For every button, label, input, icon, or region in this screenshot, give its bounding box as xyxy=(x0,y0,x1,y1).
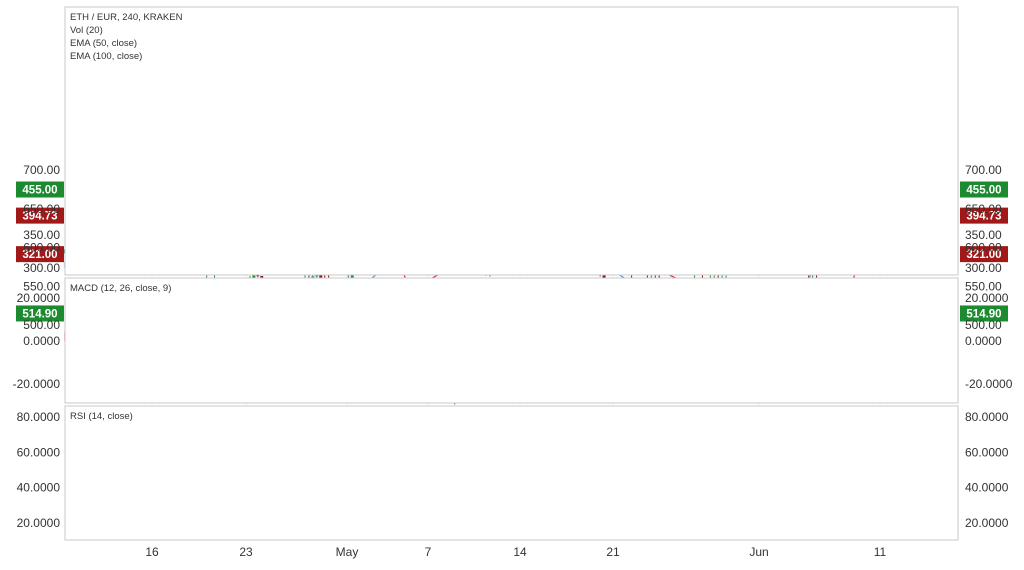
price-tick-right: 350.00 xyxy=(965,228,1002,242)
price-tick-right: 600.00 xyxy=(965,241,1002,255)
candle-body xyxy=(602,273,606,282)
pane-frame-2 xyxy=(64,277,959,404)
level-tag-right-text: 394.73 xyxy=(966,211,1001,223)
level-tag-right-text: 321.00 xyxy=(966,249,1001,261)
legend-layer: ETH / EUR, 240, KRAKEN Vol (20) EMA (50, c… xyxy=(70,12,183,422)
level-tag-right-text: 514.90 xyxy=(966,308,1001,320)
x-tick-label: 14 xyxy=(513,545,527,559)
level-tag-right-text: 455.00 xyxy=(966,185,1001,197)
price-tick-right: 300.00 xyxy=(965,261,1002,275)
macd-title: MACD (12, 26, close, 9) xyxy=(70,283,171,294)
pane-frame-3 xyxy=(64,405,959,541)
macd-tick-left: 20.0000 xyxy=(17,291,61,305)
level-tag-left-text: 321.00 xyxy=(22,249,57,261)
level-tag-right xyxy=(960,305,1008,322)
level-tag-left xyxy=(16,305,64,322)
legend-item: Vol (20) xyxy=(70,25,103,36)
x-tick-label: May xyxy=(336,545,359,559)
rsi-tick-right: 40.0000 xyxy=(965,481,1009,495)
pane-frame-1 xyxy=(64,6,959,276)
price-tick-left: 650.00 xyxy=(23,202,60,216)
level-tag-left xyxy=(16,207,64,224)
level-tag-left-text: 394.73 xyxy=(22,211,57,223)
candle-body xyxy=(315,275,319,277)
price-tick-right: 650.00 xyxy=(965,202,1002,216)
macd-tick-right: 20.0000 xyxy=(965,291,1009,305)
chart-title: ETH / EUR, 240, KRAKEN xyxy=(70,12,183,23)
price-tick-left: 500.00 xyxy=(23,318,60,332)
rsi-tick-left: 20.0000 xyxy=(17,516,61,530)
rsi-tick-right: 80.0000 xyxy=(965,410,1009,424)
level-tag-right xyxy=(960,246,1008,263)
x-tick-label: 21 xyxy=(606,545,620,559)
level-tag-left-text: 514.90 xyxy=(22,308,57,320)
x-tick-label: Jun xyxy=(749,545,768,559)
level-tag-left xyxy=(16,181,64,198)
macd-tick-left: -20.0000 xyxy=(13,377,61,391)
level-tag-right xyxy=(960,207,1008,224)
axes-layer: 700.00 700.00 650.00 650.00 600.00 600.00 550.… xyxy=(13,163,1013,559)
macd-tick-left: 0.0000 xyxy=(23,334,60,348)
price-tick-right: 550.00 xyxy=(965,279,1002,293)
price-tick-right: 700.00 xyxy=(965,163,1002,177)
legend-item: EMA (50, close) xyxy=(70,38,137,49)
macd-tick-right: 0.0000 xyxy=(965,334,1002,348)
rsi-tick-left: 80.0000 xyxy=(17,410,61,424)
price-tick-left: 300.00 xyxy=(23,261,60,275)
rsi-tick-left: 60.0000 xyxy=(17,445,61,459)
candle-body xyxy=(350,272,354,280)
x-tick-label: 11 xyxy=(874,545,887,559)
legend-item: EMA (100, close) xyxy=(70,51,142,62)
rsi-tick-right: 20.0000 xyxy=(965,516,1009,530)
macd-tick-right: -20.0000 xyxy=(965,377,1013,391)
price-tick-right: 500.00 xyxy=(965,318,1002,332)
rsi-tick-left: 40.0000 xyxy=(17,481,61,495)
price-tick-left: 700.00 xyxy=(23,163,60,177)
price-tick-left: 350.00 xyxy=(23,228,60,242)
price-tick-left: 550.00 xyxy=(23,279,60,293)
level-tag-left-text: 455.00 xyxy=(22,185,57,197)
level-tag-right xyxy=(960,181,1008,198)
price-tick-left: 600.00 xyxy=(23,241,60,255)
candle-body xyxy=(319,275,323,278)
x-tick-label: 23 xyxy=(239,545,253,559)
rsi-title: RSI (14, close) xyxy=(70,411,133,422)
frame-layer xyxy=(64,6,959,541)
x-tick-label: 16 xyxy=(145,545,159,559)
rsi-tick-right: 60.0000 xyxy=(965,445,1009,459)
x-tick-label: 7 xyxy=(425,545,432,559)
level-tag-left xyxy=(16,246,64,263)
